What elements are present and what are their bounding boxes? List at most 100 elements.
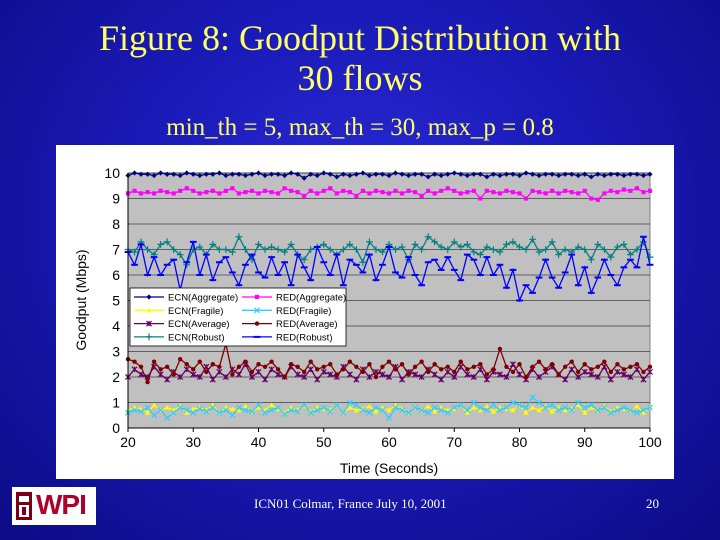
data-point (144, 410, 151, 415)
data-point (470, 248, 478, 256)
data-point (445, 364, 450, 370)
data-point (197, 405, 203, 410)
data-point (131, 366, 138, 373)
data-point (249, 188, 255, 193)
data-point (170, 246, 178, 253)
data-point (235, 404, 242, 411)
data-point (465, 367, 470, 372)
data-point (354, 364, 359, 370)
data-point (164, 171, 170, 177)
data-point (601, 404, 608, 411)
data-point (464, 172, 470, 179)
data-point (607, 253, 615, 261)
data-point (517, 362, 522, 367)
data-point (503, 241, 510, 248)
data-point (496, 248, 504, 256)
data-point (138, 371, 145, 378)
data-point (647, 188, 653, 193)
data-point (496, 407, 503, 414)
data-point (431, 404, 438, 411)
x-tick-label: 60 (381, 434, 397, 450)
data-point (438, 367, 444, 372)
data-point (419, 171, 425, 177)
data-point (444, 409, 451, 416)
data-point (366, 172, 373, 179)
x-tick-label: 80 (512, 434, 528, 450)
y-tick-label: 6 (112, 267, 120, 283)
data-point (601, 403, 607, 409)
data-point (367, 191, 372, 196)
data-point (373, 171, 379, 177)
data-point (248, 408, 255, 415)
data-point (510, 407, 516, 413)
data-point (426, 188, 431, 193)
data-point (190, 371, 197, 378)
data-point (463, 241, 471, 248)
data-point (471, 364, 477, 370)
data-point (209, 404, 216, 411)
data-point (477, 404, 484, 411)
legend-entry: RED(Fragile) (242, 306, 331, 317)
data-point (399, 191, 405, 196)
data-point (230, 186, 235, 191)
data-point (581, 246, 589, 253)
data-point (209, 376, 216, 383)
data-point (393, 367, 398, 372)
data-point (641, 190, 646, 195)
data-point (509, 238, 517, 246)
data-point (497, 191, 503, 196)
data-point (203, 408, 210, 415)
data-point (386, 191, 392, 196)
data-point (516, 402, 523, 409)
data-point (288, 170, 294, 176)
data-point (215, 246, 223, 253)
slide-title-line-1: Figure 8: Goodput Distribution with (99, 18, 621, 58)
data-point (255, 170, 262, 176)
data-point (555, 407, 562, 414)
data-point (333, 402, 340, 409)
data-point (451, 170, 457, 176)
data-point (268, 171, 275, 177)
data-point (465, 190, 470, 195)
data-point (184, 362, 189, 367)
data-point (582, 410, 588, 415)
legend-entry: RED(Robust) (242, 332, 333, 343)
data-point (594, 407, 601, 414)
data-point (568, 407, 575, 414)
data-point (478, 362, 483, 367)
data-point (392, 246, 399, 253)
data-point (614, 368, 621, 375)
data-point (308, 188, 313, 193)
data-point (490, 402, 497, 409)
data-point (470, 373, 477, 381)
data-point (406, 188, 411, 193)
data-point (614, 171, 620, 177)
data-point (575, 402, 581, 408)
data-point (438, 172, 444, 179)
data-point (445, 171, 451, 177)
data-point (496, 371, 503, 378)
data-point (275, 367, 281, 372)
data-point (223, 172, 229, 179)
data-point (393, 188, 398, 193)
data-point (301, 402, 308, 409)
x-tick-label: 20 (120, 434, 136, 450)
data-point (249, 171, 255, 177)
data-point (151, 402, 157, 408)
data-point (504, 188, 509, 193)
data-point (334, 174, 340, 180)
data-point (177, 404, 184, 411)
data-point (158, 170, 164, 176)
data-point (327, 171, 333, 177)
data-point (308, 171, 314, 177)
data-point (157, 407, 164, 414)
data-point (334, 372, 340, 377)
wpi-seal-icon (16, 492, 32, 520)
data-point (412, 171, 418, 177)
data-point (550, 188, 555, 193)
data-point (301, 369, 307, 375)
data-point (253, 307, 261, 314)
data-point (490, 408, 496, 414)
data-point (412, 364, 418, 370)
data-point (509, 361, 516, 368)
